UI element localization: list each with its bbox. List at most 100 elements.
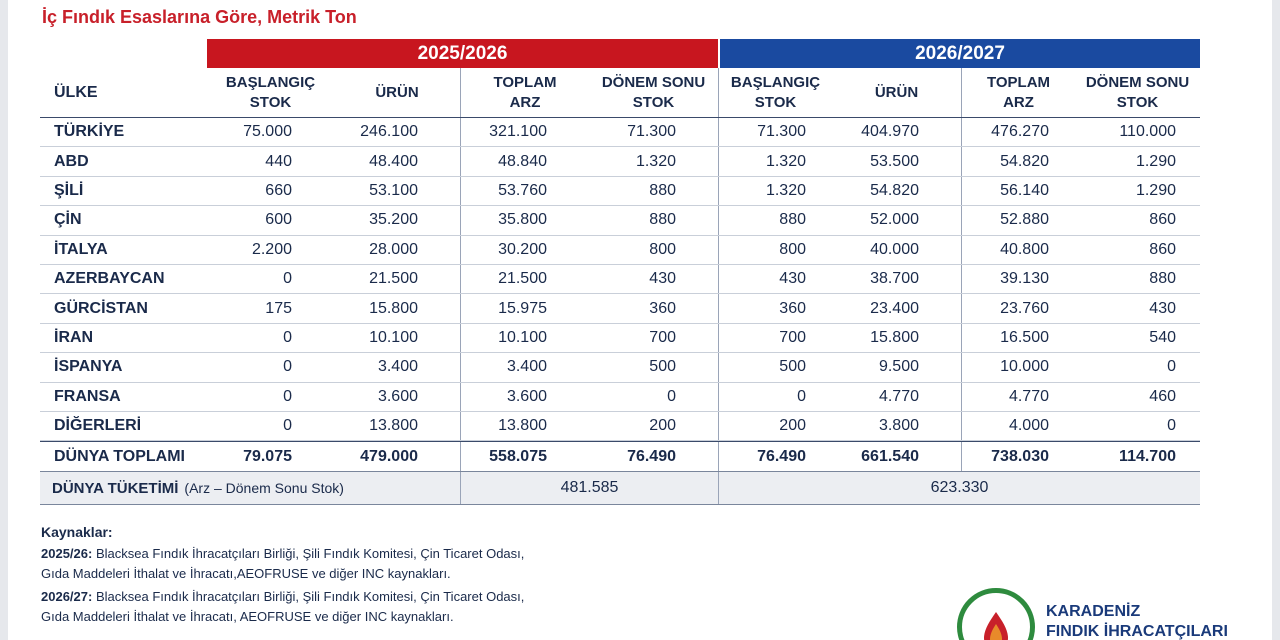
country-name: GÜRCİSTAN bbox=[54, 299, 148, 317]
table-cell: 110.000 bbox=[1119, 123, 1176, 141]
table-cell: 200 bbox=[718, 411, 832, 441]
hazelnut-balance-table: 2025/2026 2026/2027 ÜLKE BAŞLANGIÇ STOK Ü… bbox=[40, 39, 1200, 506]
header-end-stock: DÖNEM SONU STOK bbox=[601, 73, 706, 111]
table-cell: 52.880 bbox=[961, 206, 1075, 235]
source-2025: 2025/26: Blacksea Fındık İhracatçıları B… bbox=[41, 546, 525, 581]
table-cell: 800 bbox=[649, 240, 676, 258]
table-cell: 13.800 bbox=[460, 411, 589, 441]
period-2026-2027-header: 2026/2027 bbox=[718, 39, 1200, 68]
table-cell: 1.290 bbox=[1135, 181, 1176, 199]
header-country: ÜLKE bbox=[54, 83, 98, 101]
table-cell: 3.400 bbox=[460, 353, 589, 382]
table-cell: 10.100 bbox=[369, 328, 418, 346]
table-cell: 880 bbox=[1149, 270, 1176, 288]
table-cell: 30.200 bbox=[460, 235, 589, 264]
table-cell: 21.500 bbox=[369, 270, 418, 288]
table-row: GÜRCİSTAN 175 15.800 15.975 360 360 23.400 23.7… bbox=[40, 294, 1200, 324]
table-cell: 880 bbox=[718, 206, 832, 235]
world-total-label: DÜNYA TOPLAMI bbox=[54, 447, 185, 465]
table-cell: 430 bbox=[1149, 299, 1176, 317]
table-cell: 0 bbox=[283, 328, 292, 346]
table-cell: 800 bbox=[718, 235, 832, 264]
table-cell: 0 bbox=[283, 387, 292, 405]
karadeniz-logo: KARADENİZ FINDIK İHRACATÇILARI bbox=[955, 588, 1255, 640]
table-cell: 200 bbox=[649, 417, 676, 435]
table-cell: 48.400 bbox=[369, 152, 418, 170]
table-row: ABD 440 48.400 48.840 1.320 1.320 53.500 54.820… bbox=[40, 147, 1200, 177]
country-name: FRANSA bbox=[54, 387, 121, 405]
world-consumption-2026: 623.330 bbox=[718, 472, 1200, 505]
country-name: İRAN bbox=[54, 328, 94, 346]
table-cell: 4.000 bbox=[961, 411, 1075, 441]
world-total-row: DÜNYA TOPLAMI 79.075 479.000 558.075 76.… bbox=[40, 441, 1200, 473]
header-product: ÜRÜN bbox=[375, 83, 419, 101]
sources-section: Kaynaklar: 2025/26: Blacksea Fındık İhra… bbox=[41, 522, 524, 630]
table-cell: 76.490 bbox=[718, 442, 832, 472]
table-row: ÇİN 600 35.200 35.800 880 880 52.000 52.880 860 bbox=[40, 206, 1200, 236]
table-cell: 71.300 bbox=[718, 118, 832, 147]
table-cell: 460 bbox=[1149, 387, 1176, 405]
world-consumption-note: (Arz – Dönem Sonu Stok) bbox=[184, 480, 344, 497]
table-cell: 4.770 bbox=[878, 387, 919, 405]
table-row: İSPANYA 0 3.400 3.400 500 500 9.500 10.000 0 bbox=[40, 353, 1200, 383]
table-cell: 0 bbox=[1167, 358, 1176, 376]
table-cell: 476.270 bbox=[961, 118, 1075, 147]
table-cell: 360 bbox=[649, 299, 676, 317]
table-cell: 700 bbox=[649, 328, 676, 346]
table-cell: 880 bbox=[649, 211, 676, 229]
logo-text: KARADENİZ FINDIK İHRACATÇILARI bbox=[1046, 603, 1228, 640]
table-cell: 48.840 bbox=[460, 147, 589, 176]
table-cell: 175 bbox=[265, 299, 292, 317]
table-cell: 39.130 bbox=[961, 264, 1075, 294]
table-cell: 430 bbox=[718, 264, 832, 294]
table-cell: 35.800 bbox=[460, 206, 589, 235]
country-name: DİĞERLERİ bbox=[54, 417, 142, 435]
table-cell: 0 bbox=[283, 270, 292, 288]
table-cell: 9.500 bbox=[878, 358, 919, 376]
sources-title: Kaynaklar: bbox=[41, 524, 113, 540]
table-cell: 540 bbox=[1149, 328, 1176, 346]
column-header-row: ÜLKE BAŞLANGIÇ STOK ÜRÜN TOPLAM ARZ DÖNEM … bbox=[40, 68, 1200, 118]
country-name: ŞİLİ bbox=[54, 181, 84, 199]
header-total-supply: TOPLAM ARZ bbox=[460, 68, 589, 117]
table-cell: 56.140 bbox=[961, 176, 1075, 206]
world-consumption-row: DÜNYA TÜKETİMİ (Arz – Dönem Sonu Stok) 48… bbox=[40, 472, 1200, 506]
table-cell: 76.490 bbox=[627, 447, 676, 465]
table-cell: 360 bbox=[718, 294, 832, 323]
table-cell: 23.760 bbox=[961, 294, 1075, 323]
header-start-stock: BAŞLANGIÇ STOK bbox=[718, 68, 832, 117]
country-name: ÇİN bbox=[54, 211, 82, 229]
table-cell: 661.540 bbox=[861, 447, 919, 465]
hazelnut-drop-icon bbox=[984, 612, 1008, 640]
page-frame-left bbox=[0, 0, 8, 640]
table-cell: 53.500 bbox=[870, 152, 919, 170]
table-cell: 430 bbox=[649, 270, 676, 288]
table-cell: 321.100 bbox=[460, 118, 589, 147]
table-cell: 15.975 bbox=[460, 294, 589, 323]
table-cell: 0 bbox=[283, 358, 292, 376]
table-cell: 660 bbox=[265, 181, 292, 199]
table-cell: 3.600 bbox=[460, 382, 589, 411]
table-cell: 700 bbox=[718, 323, 832, 353]
table-cell: 860 bbox=[1149, 211, 1176, 229]
table-cell: 500 bbox=[649, 358, 676, 376]
table-row: AZERBAYCAN 0 21.500 21.500 430 430 38.700 39.13… bbox=[40, 264, 1200, 295]
country-name: İTALYA bbox=[54, 240, 108, 258]
table-cell: 1.320 bbox=[718, 176, 832, 206]
world-consumption-2025: 481.585 bbox=[460, 472, 718, 505]
table-body: TÜRKİYE 75.000 246.100 321.100 71.300 71.300 4… bbox=[40, 118, 1200, 442]
table-cell: 53.100 bbox=[369, 181, 418, 199]
table-cell: 600 bbox=[265, 211, 292, 229]
table-cell: 21.500 bbox=[460, 264, 589, 294]
table-cell: 1.320 bbox=[718, 147, 832, 176]
table-cell: 0 bbox=[718, 382, 832, 411]
header-total-supply: TOPLAM ARZ bbox=[961, 68, 1075, 117]
table-row: İTALYA 2.200 28.000 30.200 800 800 40.000 40.80… bbox=[40, 235, 1200, 265]
table-cell: 35.200 bbox=[369, 211, 418, 229]
table-cell: 0 bbox=[283, 417, 292, 435]
table-cell: 28.000 bbox=[369, 240, 418, 258]
table-cell: 558.075 bbox=[460, 442, 589, 472]
table-cell: 54.820 bbox=[870, 181, 919, 199]
table-subtitle: İç Fındık Esaslarına Göre, Metrik Ton bbox=[42, 7, 357, 27]
header-product: ÜRÜN bbox=[874, 83, 919, 101]
